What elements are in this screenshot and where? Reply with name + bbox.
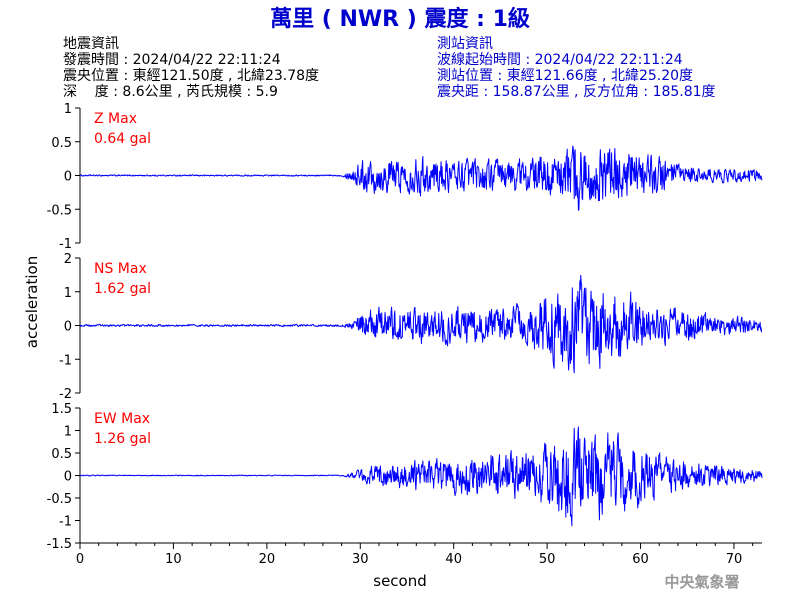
panel-z: 1 0.5 0 -0.5 -1 Z Max 0.64 gal: [47, 102, 763, 252]
event-info-block: 地震資訊 發震時間 : 2024/04/22 22:11:24 震央位置 : 東…: [63, 36, 319, 100]
event-info-depth-magnitude: 深 度 : 8.6公里 , 芮氏規模 : 5.9: [63, 83, 278, 100]
trace-ew: [79, 426, 763, 527]
y-tick-label: -0.5: [47, 492, 72, 507]
max-value: 1.62 gal: [94, 281, 151, 297]
panel-ns: 2 1 0 -1 -2 NS Max 1.62 gal: [59, 252, 763, 402]
max-label: NS Max: [94, 261, 147, 277]
event-info-epicenter: 震央位置 : 東經121.50度 , 北緯23.78度: [63, 68, 319, 84]
x-tick-label: 60: [632, 552, 649, 567]
agency-watermark: 中央氣象署: [664, 573, 739, 591]
x-tick-label: 70: [726, 552, 743, 567]
y-tick-label: 0: [64, 170, 72, 185]
station-info-block: 測站資訊 波線起始時間 : 2024/04/22 22:11:24 測站位置 :…: [437, 36, 716, 100]
y-tick-label: -1.5: [47, 537, 72, 552]
x-axis: 0 10 20 30 40 50 60 70: [76, 542, 762, 567]
chart-panels: 1 0.5 0 -0.5 -1 Z Max 0.64 gal 2 1 0 -1 -2 NS Max 1.6…: [47, 102, 763, 552]
y-tick-label: -1: [59, 515, 72, 530]
trace-ns: [79, 274, 763, 374]
y-tick-label: 0.5: [51, 136, 72, 151]
event-info-time: 發震時間 : 2024/04/22 22:11:24: [63, 52, 281, 68]
x-tick-label: 20: [259, 552, 276, 567]
y-tick-label: 2: [64, 252, 72, 267]
y-tick-label: 1: [64, 286, 72, 301]
x-axis-label: second: [373, 572, 427, 590]
max-label: EW Max: [94, 411, 150, 427]
max-label: Z Max: [94, 111, 137, 127]
y-tick-label: -2: [59, 387, 72, 402]
trace-z: [79, 145, 763, 211]
y-tick-label: 1.5: [51, 402, 72, 417]
station-info-location: 測站位置 : 東經121.66度 , 北緯25.20度: [437, 68, 693, 84]
y-tick-label: -0.5: [47, 203, 72, 218]
station-info-distance: 震央距 : 158.87公里 , 反方位角 : 185.81度: [437, 84, 716, 100]
y-tick-label: -1: [59, 353, 72, 368]
y-tick-label: 1: [64, 102, 72, 117]
y-tick-label: -1: [59, 237, 72, 252]
station-info-onset: 波線起始時間 : 2024/04/22 22:11:24: [437, 52, 683, 68]
y-tick-label: 1: [64, 425, 72, 440]
panel-ew: 1.5 1 0.5 0 -0.5 -1 -1.5 EW Max 1.26 gal: [47, 402, 763, 552]
max-value: 0.64 gal: [94, 131, 151, 147]
page-title: 萬里 ( NWR ) 震度 : 1級: [270, 6, 530, 32]
event-info-heading: 地震資訊: [63, 36, 119, 52]
x-tick-label: 0: [76, 552, 84, 567]
y-tick-label: 0.5: [51, 447, 72, 462]
x-tick-label: 10: [165, 552, 182, 567]
y-axis-label: acceleration: [23, 256, 41, 348]
x-tick-label: 30: [352, 552, 369, 567]
station-info-heading: 測站資訊: [437, 36, 493, 52]
x-tick-label: 50: [539, 552, 556, 567]
max-value: 1.26 gal: [94, 431, 151, 447]
y-tick-label: 0: [64, 470, 72, 485]
x-tick-label: 40: [445, 552, 462, 567]
y-tick-label: 0: [64, 320, 72, 335]
